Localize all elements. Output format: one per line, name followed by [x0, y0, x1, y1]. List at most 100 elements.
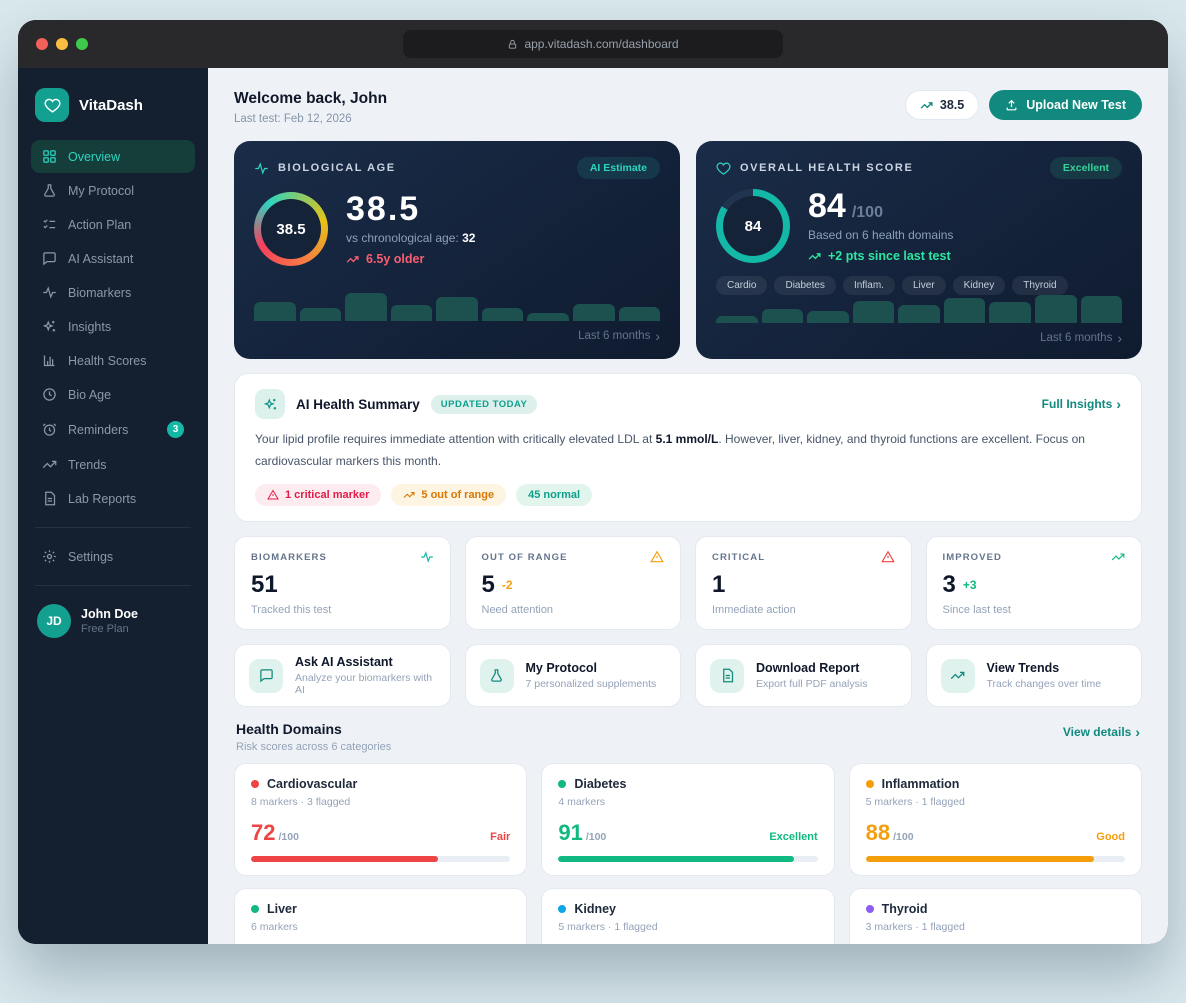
- last-6-months-link[interactable]: Last 6 months ›: [578, 328, 660, 344]
- lock-icon: [509, 39, 517, 49]
- sidebar-item-label: Settings: [68, 549, 114, 564]
- address-bar[interactable]: app.vitadash.com/dashboard: [403, 30, 783, 58]
- sidebar-item-bio-age[interactable]: Bio Age: [31, 378, 195, 411]
- domain-card-liver[interactable]: Liver 6 markers 95 /100 Excellent: [234, 888, 528, 944]
- brand[interactable]: VitaDash: [31, 86, 195, 140]
- domain-dot: [558, 780, 567, 789]
- sidebar-item-reminders[interactable]: Reminders 3: [31, 412, 195, 447]
- chip-liver[interactable]: Liver: [901, 276, 946, 295]
- user-profile[interactable]: JD John Doe Free Plan: [31, 598, 195, 644]
- last-6-months-link[interactable]: Last 6 months ›: [1040, 330, 1122, 346]
- action-sub: Export full PDF analysis: [756, 678, 868, 691]
- domain-progress-track: [865, 856, 1125, 863]
- chip-thyroid[interactable]: Thyroid: [1012, 276, 1068, 295]
- full-insights-link[interactable]: Full Insights ›: [1041, 396, 1121, 412]
- sidebar-item-action-plan[interactable]: Action Plan: [31, 208, 195, 241]
- sidebar-item-ai-assistant[interactable]: AI Assistant: [31, 242, 195, 275]
- domain-dot: [251, 905, 259, 914]
- sidebar-item-label: Overview: [68, 149, 121, 164]
- upload-icon: [1006, 99, 1017, 110]
- domain-score: 72: [251, 820, 276, 846]
- domain-card-cardiovascular[interactable]: Cardiovascular 8 markers · 3 flagged 72 …: [234, 763, 528, 877]
- sidebar-item-insights[interactable]: Insights: [31, 310, 195, 343]
- action-sub: Track changes over time: [986, 678, 1102, 691]
- health-score-ring-gauge: 84: [716, 189, 790, 263]
- main-content: Welcome back, John Last test: Feb 12, 20…: [208, 68, 1168, 944]
- chat-icon: [43, 252, 56, 266]
- chronological-age-value: 32: [462, 231, 476, 245]
- domain-status: Good: [1096, 831, 1125, 844]
- chip-inflam[interactable]: Inflam.: [842, 276, 895, 295]
- chip-diabetes[interactable]: Diabetes: [774, 276, 836, 295]
- sidebar-item-settings[interactable]: Settings: [31, 540, 195, 573]
- sidebar-item-label: Bio Age: [68, 387, 112, 402]
- gear-icon: [43, 550, 56, 563]
- stat-value: 1: [712, 571, 726, 599]
- sidebar-item-biomarkers[interactable]: Biomarkers: [31, 276, 195, 309]
- sidebar-item-label: Action Plan: [68, 217, 132, 232]
- domain-card-inflammation[interactable]: Inflammation 5 markers · 1 flagged 88 /1…: [848, 763, 1142, 877]
- url-text: app.vitadash.com/dashboard: [524, 37, 679, 51]
- out-of-range-tag: 5 out of range: [391, 484, 507, 507]
- health-score-mini-bar-chart: [716, 295, 1123, 323]
- warning-icon: [267, 489, 279, 500]
- trending-up-icon: [404, 492, 415, 499]
- download-report-card[interactable]: Download Report Export full PDF analysis: [695, 644, 912, 708]
- trending-up-icon: [42, 460, 57, 469]
- bio-age-mini-bar-chart: [254, 291, 661, 321]
- card-title: OVERALL HEALTH SCORE: [740, 162, 914, 174]
- view-trends-card[interactable]: View Trends Track changes over time: [925, 644, 1142, 708]
- domain-card-diabetes[interactable]: Diabetes 4 markers 91 /100 Excellent: [541, 763, 835, 877]
- sidebar-item-overview[interactable]: Overview: [31, 140, 195, 173]
- stat-delta: -2: [501, 578, 513, 593]
- minimize-window-button[interactable]: [56, 38, 68, 50]
- action-sub: 7 personalized supplements: [525, 678, 657, 691]
- domain-score: 91: [558, 820, 583, 846]
- alarm-icon: [42, 423, 57, 436]
- critical-marker-tag: 1 critical marker: [255, 484, 382, 507]
- trending-up-icon: [940, 658, 975, 693]
- bio-age-pill[interactable]: 38.5: [904, 90, 980, 120]
- browser-chrome: app.vitadash.com/dashboard: [18, 20, 1168, 68]
- sidebar-item-trends[interactable]: Trends: [31, 448, 195, 481]
- document-icon: [45, 491, 56, 506]
- sidebar-item-health-scores[interactable]: Health Scores: [31, 344, 195, 377]
- pulse-icon: [255, 161, 268, 175]
- domain-markers: 5 markers · 1 flagged: [865, 796, 965, 809]
- view-details-link[interactable]: View details ›: [1062, 724, 1140, 741]
- my-protocol-card[interactable]: My Protocol 7 personalized supplements: [464, 644, 681, 708]
- close-window-button[interactable]: [36, 38, 48, 50]
- trending-up-icon: [920, 101, 933, 109]
- domain-dot: [251, 780, 259, 789]
- stat-value: 5: [481, 571, 495, 599]
- ring-value: 84: [723, 196, 783, 256]
- domain-markers: 3 markers · 1 flagged: [865, 921, 965, 934]
- stat-label: OUT OF RANGE: [481, 551, 568, 563]
- chip-kidney[interactable]: Kidney: [952, 276, 1006, 295]
- domain-card-kidney[interactable]: Kidney 5 markers · 1 flagged 82 /100 Goo…: [541, 888, 835, 944]
- domain-name: Thyroid: [881, 902, 928, 917]
- avatar[interactable]: JD: [37, 604, 71, 638]
- domain-card-thyroid[interactable]: Thyroid 3 markers · 1 flagged 76 /100 Fa…: [848, 888, 1142, 944]
- domain-chips: Cardio Diabetes Inflam. Liver Kidney Thy…: [716, 276, 1122, 295]
- action-title: Download Report: [756, 661, 860, 676]
- warning-icon: [880, 550, 895, 563]
- maximize-window-button[interactable]: [76, 38, 88, 50]
- action-title: View Trends: [986, 661, 1060, 676]
- sidebar-item-lab-reports[interactable]: Lab Reports: [31, 482, 195, 515]
- chevron-right-icon: ›: [1117, 330, 1122, 346]
- domain-score: 88: [865, 820, 891, 846]
- sidebar-item-my-protocol[interactable]: My Protocol: [31, 174, 195, 207]
- domain-name: Kidney: [574, 902, 617, 917]
- ask-ai-assistant-card[interactable]: Ask AI Assistant Analyze your biomarkers…: [234, 644, 451, 708]
- warning-icon: [650, 550, 664, 563]
- upload-new-test-button[interactable]: Upload New Test: [989, 90, 1142, 120]
- stat-sub: Since last test: [942, 604, 1011, 617]
- brand-name: VitaDash: [79, 96, 143, 114]
- chip-cardio[interactable]: Cardio: [716, 276, 768, 295]
- stat-value: 51: [251, 571, 278, 599]
- user-name: John Doe: [81, 607, 138, 621]
- stat-card-out-of-range: OUT OF RANGE 5 -2 Need attention: [464, 536, 681, 631]
- domain-dot: [865, 780, 874, 789]
- summary-highlight-value: 5.1 mmol/L: [655, 432, 719, 446]
